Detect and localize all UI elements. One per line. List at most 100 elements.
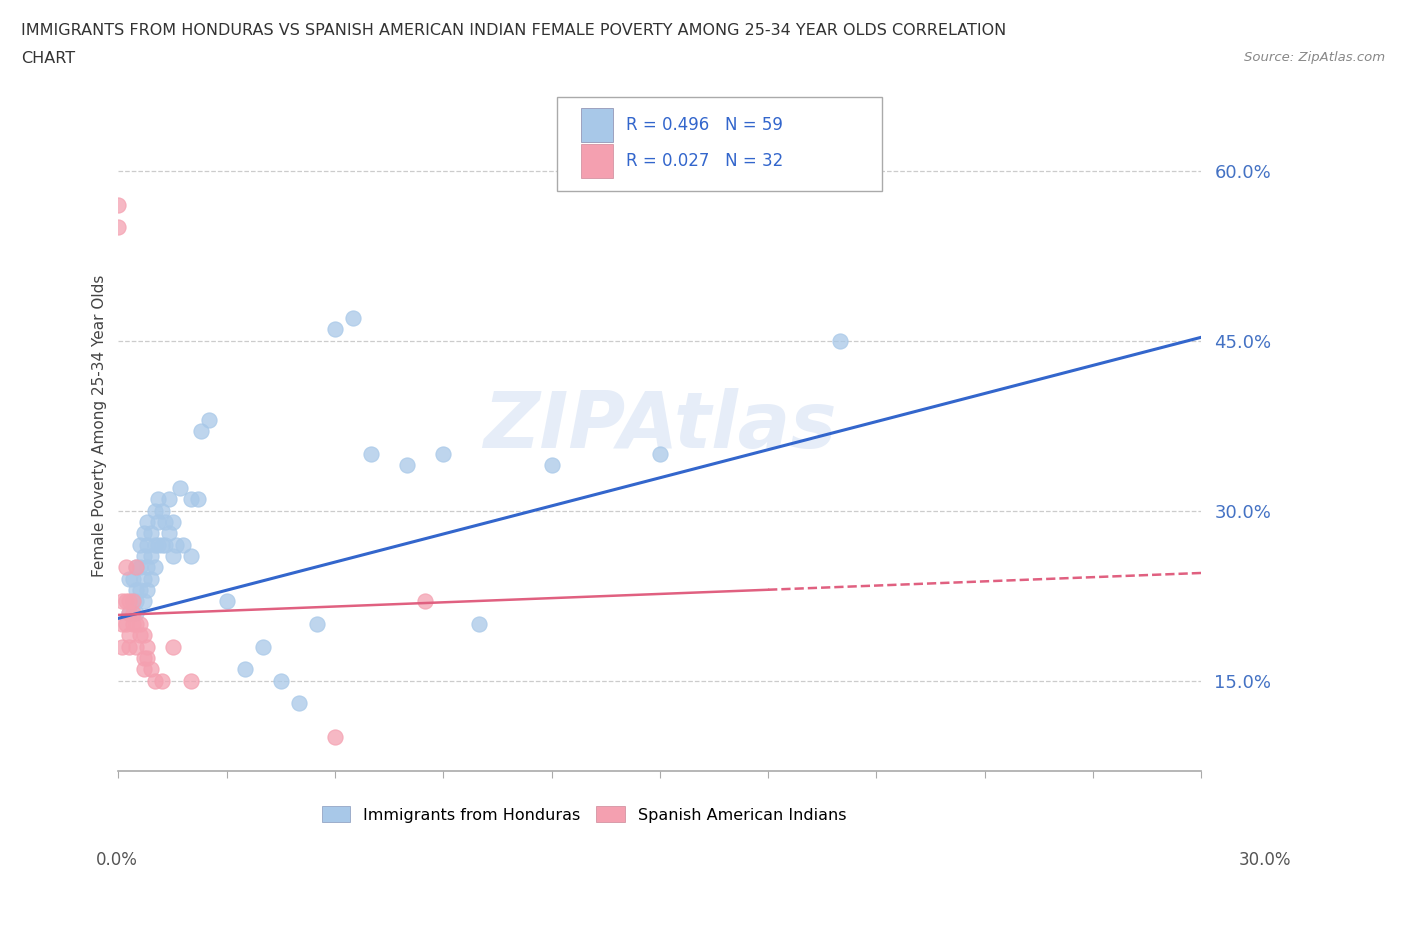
Point — [136, 639, 159, 654]
Point — [323, 322, 346, 337]
Point — [129, 560, 152, 575]
Point — [162, 639, 184, 654]
Point — [132, 650, 155, 665]
Point — [413, 594, 436, 609]
Point — [136, 538, 159, 552]
Point — [118, 628, 141, 643]
Point — [190, 424, 212, 439]
Point — [146, 538, 169, 552]
Point — [125, 560, 148, 575]
Point — [122, 594, 145, 609]
Point — [146, 492, 169, 507]
Point — [111, 617, 134, 631]
Point — [143, 560, 166, 575]
Point — [118, 594, 141, 609]
Point — [132, 628, 155, 643]
Point — [180, 549, 202, 564]
Point — [114, 560, 136, 575]
Point — [197, 413, 219, 428]
Point — [146, 514, 169, 529]
Text: R = 0.027   N = 32: R = 0.027 N = 32 — [626, 152, 783, 170]
Point — [468, 617, 491, 631]
Point — [155, 514, 177, 529]
Point — [118, 605, 141, 620]
Point — [342, 311, 364, 325]
Point — [432, 446, 454, 461]
Point — [150, 673, 173, 688]
Text: 30.0%: 30.0% — [1239, 851, 1291, 869]
Point — [114, 594, 136, 609]
Text: IMMIGRANTS FROM HONDURAS VS SPANISH AMERICAN INDIAN FEMALE POVERTY AMONG 25-34 Y: IMMIGRANTS FROM HONDURAS VS SPANISH AMER… — [21, 23, 1007, 38]
Point — [540, 458, 562, 472]
Point — [360, 446, 382, 461]
Point — [180, 492, 202, 507]
Point — [107, 220, 129, 235]
Point — [125, 582, 148, 597]
Text: 0.0%: 0.0% — [96, 851, 138, 869]
Point — [143, 538, 166, 552]
Point — [125, 560, 148, 575]
Text: Source: ZipAtlas.com: Source: ZipAtlas.com — [1244, 51, 1385, 64]
Point — [830, 333, 852, 348]
Point — [162, 549, 184, 564]
Point — [136, 560, 159, 575]
Point — [129, 538, 152, 552]
Point — [323, 730, 346, 745]
Point — [122, 617, 145, 631]
Point — [648, 446, 671, 461]
Point — [252, 639, 274, 654]
Point — [122, 605, 145, 620]
Point — [169, 481, 191, 496]
Point — [118, 639, 141, 654]
Point — [157, 492, 180, 507]
Text: CHART: CHART — [21, 51, 75, 66]
Point — [215, 594, 238, 609]
Point — [180, 673, 202, 688]
Point — [132, 571, 155, 586]
Point — [172, 538, 194, 552]
Point — [129, 582, 152, 597]
Point — [118, 571, 141, 586]
Point — [122, 571, 145, 586]
Point — [136, 582, 159, 597]
Point — [114, 617, 136, 631]
Point — [233, 662, 256, 677]
Point — [125, 639, 148, 654]
Text: R = 0.496   N = 59: R = 0.496 N = 59 — [626, 116, 783, 134]
Point — [139, 662, 162, 677]
Point — [136, 650, 159, 665]
Legend: Immigrants from Honduras, Spanish American Indians: Immigrants from Honduras, Spanish Americ… — [315, 800, 853, 829]
Point — [111, 594, 134, 609]
Point — [150, 538, 173, 552]
Point — [139, 525, 162, 540]
Point — [270, 673, 292, 688]
Point — [125, 617, 148, 631]
Point — [187, 492, 209, 507]
Point — [139, 571, 162, 586]
Point — [143, 673, 166, 688]
Point — [132, 594, 155, 609]
Point — [118, 605, 141, 620]
Point — [143, 503, 166, 518]
Point — [139, 549, 162, 564]
Point — [125, 594, 148, 609]
Point — [157, 525, 180, 540]
Point — [155, 538, 177, 552]
Point — [305, 617, 328, 631]
Point — [136, 514, 159, 529]
Point — [111, 639, 134, 654]
Point — [288, 696, 311, 711]
Point — [132, 662, 155, 677]
FancyBboxPatch shape — [581, 144, 613, 178]
Point — [129, 628, 152, 643]
Y-axis label: Female Poverty Among 25-34 Year Olds: Female Poverty Among 25-34 Year Olds — [93, 274, 107, 577]
Point — [122, 594, 145, 609]
Point — [125, 605, 148, 620]
Point — [132, 525, 155, 540]
Point — [132, 549, 155, 564]
Point — [396, 458, 419, 472]
Point — [150, 503, 173, 518]
Point — [162, 514, 184, 529]
Point — [129, 617, 152, 631]
Point — [165, 538, 187, 552]
